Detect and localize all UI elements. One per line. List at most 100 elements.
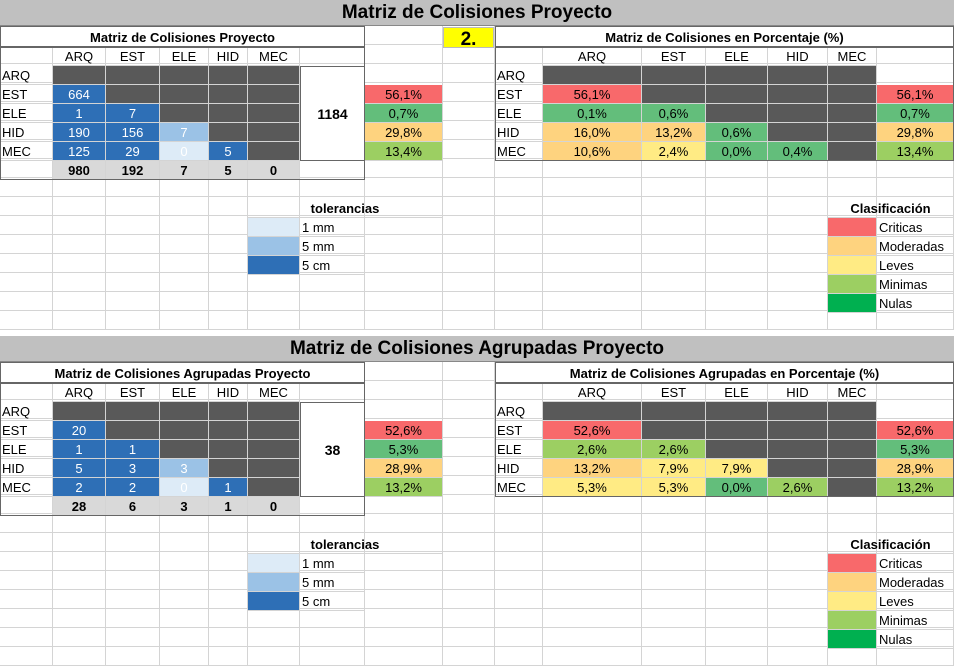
pct-row-header-hid[interactable]: HID — [495, 459, 543, 478]
pct-column-header-mec[interactable]: MEC — [828, 383, 877, 402]
grid-cell[interactable] — [106, 178, 160, 197]
pct-column-header-arq[interactable]: ARQ — [543, 383, 642, 402]
grid-cell[interactable] — [495, 552, 543, 571]
grid-cell[interactable] — [877, 381, 954, 400]
grid-cell[interactable] — [543, 571, 642, 590]
grid-cell[interactable] — [543, 609, 642, 628]
row-header-mec[interactable]: MEC — [0, 478, 53, 497]
row-total-percent[interactable]: 56,1% — [365, 85, 443, 104]
blank-cell[interactable] — [828, 142, 877, 161]
grid-cell[interactable] — [53, 571, 106, 590]
grid-cell[interactable] — [706, 159, 768, 178]
column-total[interactable]: 980 — [53, 161, 106, 180]
grid-cell[interactable] — [495, 533, 543, 552]
grid-cell[interactable] — [443, 102, 495, 121]
row-total-percent[interactable]: 28,9% — [877, 459, 954, 478]
grid-cell[interactable] — [877, 159, 954, 178]
tolerance-label[interactable]: 5 cm — [300, 592, 365, 611]
pct-column-header-ele[interactable]: ELE — [706, 47, 768, 66]
grid-cell[interactable] — [248, 514, 300, 533]
classification-label[interactable]: Leves — [877, 256, 954, 275]
pct-row-header-mec[interactable]: MEC — [495, 142, 543, 161]
blank-cell[interactable] — [828, 459, 877, 478]
column-header-arq[interactable]: ARQ — [53, 383, 106, 402]
tolerance-label[interactable]: 5 mm — [300, 573, 365, 592]
grid-cell[interactable] — [248, 628, 300, 647]
grid-cell[interactable] — [365, 400, 443, 419]
grid-cell[interactable] — [300, 381, 365, 400]
grid-cell[interactable] — [768, 159, 828, 178]
row-total-percent[interactable]: 13,4% — [365, 142, 443, 161]
grid-cell[interactable] — [0, 533, 53, 552]
grid-cell[interactable] — [877, 514, 954, 533]
grid-cell[interactable] — [365, 254, 443, 273]
grid-cell[interactable] — [706, 628, 768, 647]
grid-cell[interactable] — [642, 552, 706, 571]
collision-percent[interactable]: 5,3% — [543, 478, 642, 497]
grid-cell[interactable] — [543, 514, 642, 533]
classification-swatch[interactable] — [828, 275, 877, 294]
grid-cell[interactable] — [543, 197, 642, 216]
grid-cell[interactable] — [0, 159, 53, 178]
grid-cell[interactable] — [642, 495, 706, 514]
grid-cell[interactable] — [443, 45, 495, 64]
tolerance-label[interactable]: 5 cm — [300, 256, 365, 275]
grid-cell[interactable] — [160, 571, 209, 590]
grid-cell[interactable] — [543, 590, 642, 609]
tolerance-swatch[interactable] — [248, 256, 300, 275]
row-total-percent[interactable]: 13,2% — [877, 478, 954, 497]
grid-cell[interactable] — [642, 609, 706, 628]
grid-cell[interactable] — [106, 235, 160, 254]
tolerance-swatch[interactable] — [248, 218, 300, 237]
grid-cell[interactable] — [248, 197, 300, 216]
grid-cell[interactable] — [248, 273, 300, 292]
classification-label[interactable]: Nulas — [877, 294, 954, 313]
grid-cell[interactable] — [495, 647, 543, 666]
column-total[interactable]: 3 — [160, 497, 209, 516]
grid-cell[interactable] — [706, 590, 768, 609]
grid-cell[interactable] — [642, 235, 706, 254]
grid-cell[interactable] — [495, 159, 543, 178]
blank-cell[interactable] — [828, 85, 877, 104]
blank-cell[interactable] — [828, 66, 877, 85]
tolerance-label[interactable]: 5 mm — [300, 237, 365, 256]
classification-swatch[interactable] — [828, 218, 877, 237]
classification-label[interactable]: Criticas — [877, 218, 954, 237]
grid-cell[interactable] — [495, 311, 543, 330]
grid-cell[interactable] — [706, 178, 768, 197]
grid-cell[interactable] — [768, 273, 828, 292]
grid-cell[interactable] — [642, 311, 706, 330]
row-total-percent[interactable]: 29,8% — [365, 123, 443, 142]
blank-cell[interactable] — [160, 66, 209, 85]
grid-cell[interactable] — [0, 216, 53, 235]
grid-cell[interactable] — [443, 235, 495, 254]
pct-column-header-mec[interactable]: MEC — [828, 47, 877, 66]
collision-count[interactable]: 125 — [53, 142, 106, 161]
collision-percent[interactable]: 2,6% — [543, 440, 642, 459]
grid-cell[interactable] — [443, 552, 495, 571]
grid-cell[interactable] — [365, 609, 443, 628]
grid-cell[interactable] — [160, 254, 209, 273]
grid-cell[interactable] — [160, 628, 209, 647]
blank-cell[interactable] — [248, 66, 300, 85]
blank-cell[interactable] — [209, 402, 248, 421]
grid-cell[interactable] — [768, 514, 828, 533]
grid-cell[interactable] — [642, 647, 706, 666]
grid-cell[interactable] — [877, 178, 954, 197]
grid-cell[interactable] — [443, 400, 495, 419]
grid-cell[interactable] — [706, 273, 768, 292]
grid-cell[interactable] — [768, 495, 828, 514]
grid-cell[interactable] — [0, 590, 53, 609]
grid-cell[interactable] — [706, 197, 768, 216]
grid-cell[interactable] — [209, 216, 248, 235]
blank-cell[interactable] — [706, 421, 768, 440]
blank-cell[interactable] — [543, 66, 642, 85]
grid-cell[interactable] — [0, 273, 53, 292]
grid-cell[interactable] — [443, 533, 495, 552]
classification-label[interactable]: Moderadas — [877, 237, 954, 256]
blank-cell[interactable] — [209, 66, 248, 85]
collision-percent[interactable]: 0,1% — [543, 104, 642, 123]
grid-cell[interactable] — [53, 628, 106, 647]
blank-cell[interactable] — [828, 104, 877, 123]
grid-cell[interactable] — [706, 235, 768, 254]
